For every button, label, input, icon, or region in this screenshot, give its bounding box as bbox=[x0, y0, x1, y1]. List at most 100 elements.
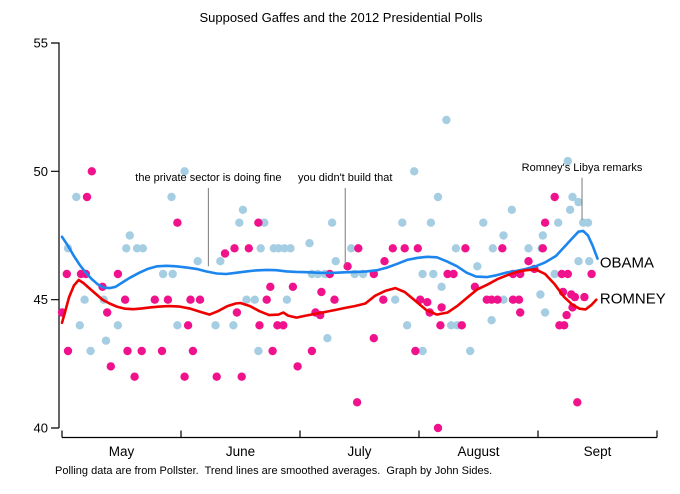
obama-poll-dot bbox=[442, 115, 451, 125]
obama-poll-dot bbox=[101, 336, 111, 345]
obama-poll-dot bbox=[282, 295, 292, 304]
obama-poll-dot bbox=[168, 269, 177, 279]
romney-poll-dot bbox=[180, 372, 189, 381]
month-label: June bbox=[226, 444, 255, 459]
obama-poll-dot bbox=[86, 346, 95, 356]
romney-poll-dot bbox=[524, 257, 533, 266]
obama-poll-dot bbox=[583, 218, 593, 227]
romney-poll-dot bbox=[498, 244, 507, 253]
obama-poll-dot bbox=[331, 257, 340, 266]
obama-poll-dot bbox=[132, 244, 142, 253]
romney-poll-dot bbox=[230, 244, 239, 253]
romney-poll-dot bbox=[436, 321, 445, 330]
romney-poll-dot bbox=[63, 346, 73, 356]
romney-poll-dot bbox=[457, 321, 466, 330]
obama-poll-dot bbox=[585, 257, 594, 266]
romney-poll-dot bbox=[183, 321, 193, 330]
romney-poll-dot bbox=[103, 308, 112, 317]
romney-poll-dot bbox=[232, 308, 242, 317]
romney-poll-dot bbox=[307, 346, 317, 356]
romney-poll-dot bbox=[563, 269, 572, 279]
romney-poll-dot bbox=[82, 192, 92, 202]
obama-poll-dot bbox=[280, 244, 289, 253]
obama-poll-dot bbox=[574, 257, 583, 266]
romney-poll-dot bbox=[195, 295, 205, 304]
romney-poll-dot bbox=[580, 292, 589, 302]
y-axis bbox=[51, 42, 60, 429]
plot-area: 55 50 45 40 May June July August Sept the private… bbox=[34, 36, 666, 460]
romney-poll-dot bbox=[87, 167, 97, 176]
romney-poll-dot bbox=[508, 295, 518, 304]
romney-poll-dot bbox=[550, 192, 559, 202]
obama-poll-dot bbox=[327, 218, 337, 227]
month-label: August bbox=[457, 444, 499, 459]
chart-caption: Polling data are from Pollster. Trend li… bbox=[55, 465, 492, 477]
romney-label: ROMNEY bbox=[600, 290, 666, 307]
romney-poll-dot bbox=[388, 244, 397, 253]
obama-label: OBAMA bbox=[600, 254, 654, 271]
romney-poll-dot bbox=[106, 362, 116, 371]
obama-poll-dot bbox=[499, 231, 508, 240]
obama-poll-dot bbox=[446, 321, 456, 330]
romney-poll-dot bbox=[540, 218, 550, 227]
romney-poll-dot bbox=[433, 423, 443, 433]
romney-poll-dot bbox=[343, 262, 352, 271]
y-tick-label: 55 bbox=[34, 36, 48, 51]
romney-poll-dot bbox=[380, 257, 389, 266]
romney-poll-dot bbox=[493, 295, 502, 304]
obama-poll-dot bbox=[347, 244, 356, 253]
romney-poll-dot bbox=[514, 295, 524, 304]
obama-poll-dot bbox=[536, 290, 545, 299]
chart-title: Supposed Gaffes and the 2012 Presidentia… bbox=[199, 10, 483, 25]
romney-poll-dot bbox=[273, 321, 282, 330]
obama-poll-dot bbox=[216, 257, 225, 266]
obama-poll-dot bbox=[466, 346, 475, 356]
obama-poll-dot bbox=[418, 269, 427, 279]
romney-poll-dot bbox=[157, 346, 167, 356]
romney-poll-dot bbox=[237, 372, 246, 381]
obama-poll-dot bbox=[479, 218, 488, 227]
romney-poll-dot bbox=[186, 295, 195, 304]
romney-poll-dot bbox=[137, 346, 146, 356]
obama-poll-dot bbox=[565, 205, 575, 214]
romney-poll-dot bbox=[266, 282, 275, 291]
romney-poll-dot bbox=[120, 295, 130, 304]
obama-poll-dot bbox=[260, 218, 269, 227]
obama-poll-dot bbox=[550, 269, 559, 279]
obama-poll-dot bbox=[473, 262, 482, 271]
obama-poll-dot bbox=[398, 218, 407, 227]
romney-poll-dot bbox=[369, 334, 378, 343]
y-tick-label: 40 bbox=[34, 421, 48, 436]
month-label: May bbox=[109, 444, 135, 459]
obama-poll-dot bbox=[180, 167, 189, 176]
romney-poll-dot bbox=[352, 398, 362, 407]
obama-poll-dot bbox=[75, 321, 85, 330]
obama-poll-dot bbox=[487, 316, 496, 325]
romney-poll-dot bbox=[516, 308, 525, 317]
romney-poll-dot bbox=[62, 269, 71, 279]
obama-trend-line bbox=[60, 229, 599, 290]
romney-poll-dot bbox=[130, 372, 139, 381]
obama-poll-dot bbox=[499, 295, 508, 304]
romney-poll-dot bbox=[538, 244, 547, 253]
romney-poll-dot bbox=[220, 249, 230, 258]
romney-poll-dot bbox=[262, 295, 271, 304]
romney-poll-dot bbox=[244, 244, 253, 253]
obama-poll-dot bbox=[538, 231, 547, 240]
obama-poll-dot bbox=[540, 308, 550, 317]
romney-poll-dot bbox=[254, 218, 263, 227]
obama-poll-dot bbox=[138, 244, 148, 253]
romney-poll-dot bbox=[379, 295, 388, 304]
x-axis bbox=[61, 430, 658, 439]
obama-poll-dot bbox=[274, 244, 283, 253]
romney-poll-dot bbox=[557, 269, 566, 279]
romney-poll-dot bbox=[113, 269, 123, 279]
romney-poll-dot bbox=[173, 218, 182, 227]
romney-poll-dot bbox=[487, 295, 496, 304]
romney-poll-dot bbox=[411, 346, 420, 356]
obama-poll-dot bbox=[80, 295, 89, 304]
romney-poll-dot bbox=[423, 298, 432, 307]
obama-poll-dot bbox=[488, 244, 497, 253]
romney-poll-dot bbox=[573, 398, 582, 407]
month-label: Sept bbox=[584, 444, 612, 459]
